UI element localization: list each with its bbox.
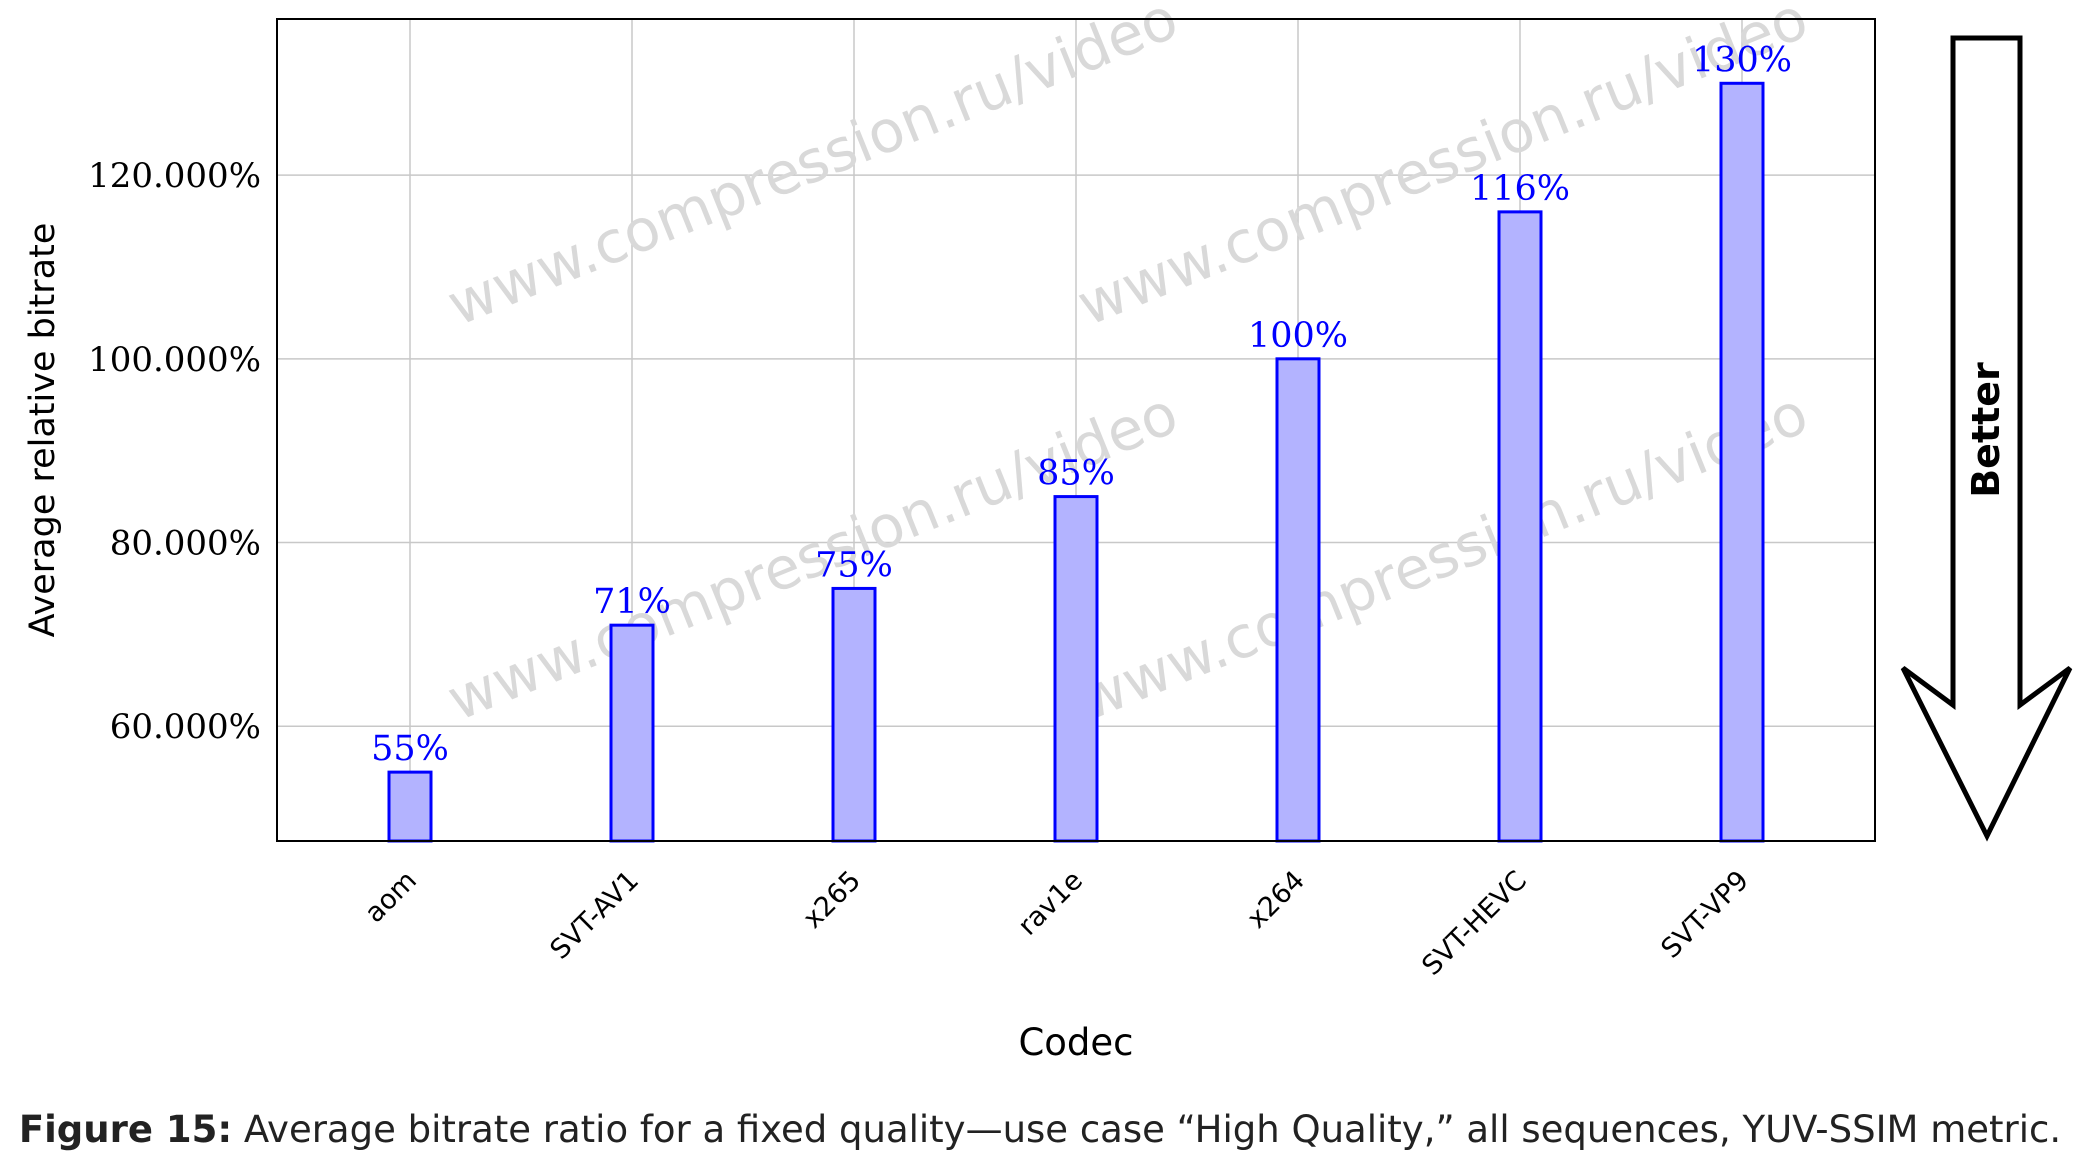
bar-svt-av1 — [609, 623, 655, 843]
bar-svt-vp9 — [1719, 81, 1765, 843]
chart-canvas: www.compression.ru/videowww.compression.… — [23, 0, 2073, 1064]
y-axis-ticks: 60.000% 80.000% 100.000% 120.000% — [88, 156, 261, 747]
y-tick-label: 120.000% — [88, 156, 261, 196]
y-tick-label: 80.000% — [110, 524, 261, 564]
x-axis-ticks: aom SVT-AV1 x265 rav1e x264 SVT-HEVC SVT-VP9 — [359, 865, 1755, 982]
caption-prefix: Figure 15: — [18, 1108, 233, 1151]
bar-aom — [387, 770, 433, 843]
better-arrow: Better — [1900, 35, 2073, 842]
arrow-label: Better — [1964, 362, 2008, 498]
x-tick-label: SVT-VP9 — [1655, 865, 1755, 965]
data-label: 75% — [815, 545, 893, 585]
x-tick-label: aom — [359, 865, 423, 929]
y-tick-label: 60.000% — [110, 707, 261, 747]
caption-text: Average bitrate ratio for a fixed qualit… — [232, 1108, 2062, 1151]
data-label: 55% — [371, 729, 449, 769]
data-label: 116% — [1470, 169, 1570, 209]
x-tick-label: rav1e — [1012, 865, 1089, 942]
down-arrow-icon — [1900, 35, 2073, 842]
x-tick-label: SVT-AV1 — [544, 865, 645, 966]
y-axis-label: Average relative bitrate — [23, 223, 63, 638]
data-label: 71% — [593, 582, 671, 622]
data-label: 130% — [1692, 40, 1792, 80]
data-label: 100% — [1248, 316, 1348, 356]
x-tick-label: x265 — [797, 865, 867, 935]
y-tick-label: 100.000% — [88, 340, 261, 380]
bars — [387, 81, 1765, 843]
x-tick-label: SVT-HEVC — [1416, 865, 1533, 982]
plot-frame — [276, 18, 1876, 842]
bar-x264 — [1275, 357, 1321, 843]
x-axis-label: Codec — [1018, 1021, 1133, 1064]
bar-x265 — [831, 586, 877, 843]
data-label: 85% — [1037, 454, 1115, 494]
x-tick-label: x264 — [1241, 865, 1311, 935]
bar-rav1e — [1053, 495, 1099, 843]
data-labels: 55% 71% 75% 85% 100% 116% 130% — [371, 40, 1792, 769]
bar-svt-hevc — [1497, 210, 1543, 843]
figure-caption: Figure 15: Average bitrate ratio for a f… — [0, 1108, 2080, 1151]
